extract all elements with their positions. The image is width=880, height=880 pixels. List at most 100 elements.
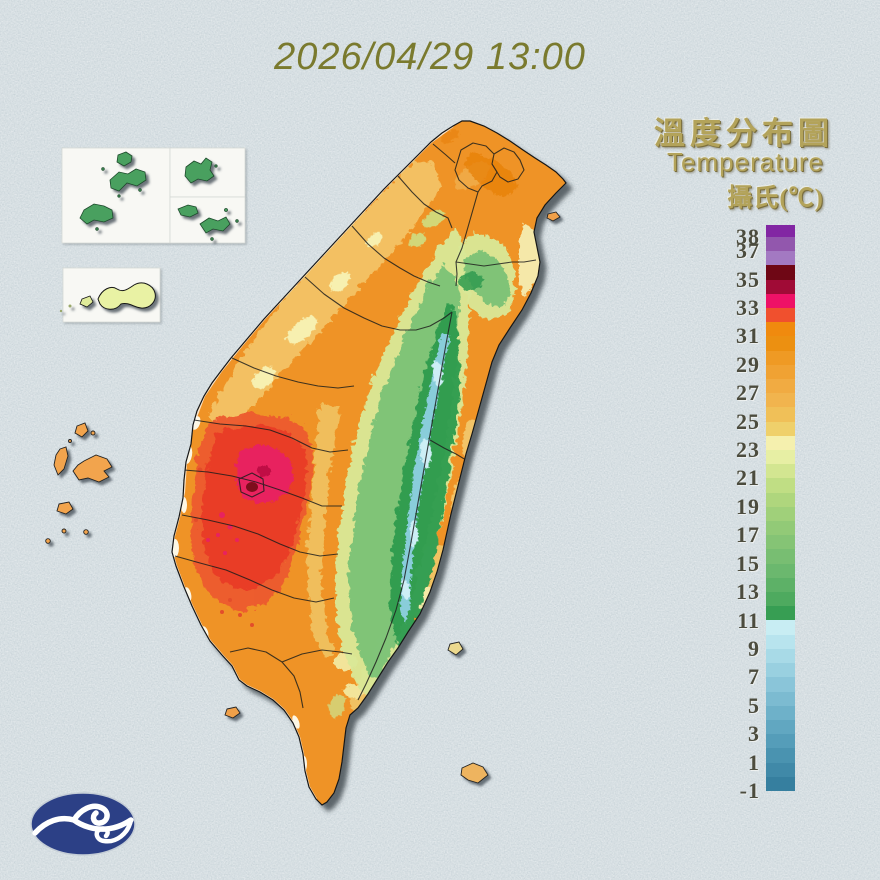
- scale-tick-label: 29: [736, 351, 760, 377]
- scale-color-band: [766, 762, 795, 777]
- penghu-islands: [45, 422, 113, 544]
- scale-color-band: [766, 592, 795, 607]
- taiwan-coastline: [171, 120, 567, 806]
- taiwan-island: [171, 120, 567, 806]
- inset-boxes: [59, 147, 246, 323]
- hot-zone-deep-crimson: [255, 464, 269, 476]
- orchid-island: [460, 762, 489, 784]
- scale-color-band: [766, 620, 795, 635]
- legend-unit-label: 攝氏(℃): [727, 185, 824, 212]
- north-green-patch: [421, 209, 443, 227]
- scale-tick-label: 35: [736, 266, 760, 292]
- scale-color-band: [766, 648, 795, 664]
- scale-tick-label: 37: [736, 238, 760, 264]
- northeast-dark-green-patch: [458, 271, 482, 289]
- scale-color-band: [766, 492, 795, 507]
- scale-color-band: [766, 464, 795, 479]
- scale-color-band: [766, 478, 795, 493]
- scale-color-band: [766, 535, 795, 550]
- scale-tick-label: 9: [748, 635, 760, 661]
- scale-color-band: [766, 237, 795, 252]
- scale-color-band: [766, 677, 795, 692]
- scale-color-band: [766, 577, 795, 593]
- scale-color-band: [766, 506, 795, 522]
- scale-tick-label: -1: [739, 778, 760, 803]
- scale-cap-band: [766, 225, 795, 237]
- south-pale-patch: [342, 683, 362, 697]
- scale-tick-label: 17: [736, 522, 760, 548]
- weather-bureau-logo: [30, 792, 136, 856]
- scale-color-band: [766, 435, 795, 451]
- scale-tick-label: 33: [736, 295, 760, 321]
- scale-color-band: [766, 322, 795, 337]
- peninsula-green-patch: [327, 692, 345, 716]
- scale-tick-label: 31: [736, 323, 760, 349]
- scale-color-band: [766, 293, 795, 309]
- scale-tick-label: 21: [736, 465, 760, 491]
- plain-cream-patch: [285, 316, 315, 344]
- scale-color-band: [766, 521, 795, 536]
- scale-color-band: [766, 748, 795, 763]
- legend-title-zh: 溫度分布圖: [654, 116, 834, 151]
- peak-lightcyan: [399, 578, 409, 598]
- peak-lightcyan: [430, 359, 442, 385]
- scale-tick-label: 1: [748, 749, 760, 775]
- plain-cream-patch: [327, 272, 349, 292]
- north-tip-patch: [438, 129, 458, 143]
- logo-cloud-swirl-icon: [32, 803, 134, 844]
- temperature-raster-layers: [172, 125, 541, 800]
- temperature-scale-tick-labels: 38 37 35 33 31 29 27 25 23 21 19 17 15 13 11 9 7 5 3 1 -1: [672, 224, 760, 803]
- hot-zone-maroon-spot: [246, 482, 258, 492]
- scale-color-band: [766, 734, 795, 749]
- peak-cyan-band: [399, 332, 449, 622]
- northeast-green-lobe-mid: [462, 248, 509, 306]
- green-island: [447, 641, 464, 656]
- scale-color-band: [766, 336, 795, 351]
- scale-color-band: [766, 265, 795, 280]
- scale-color-band: [766, 450, 795, 465]
- scale-color-band: [766, 421, 795, 436]
- scale-color-band: [766, 350, 795, 365]
- inset-box-matsu: [61, 147, 171, 244]
- scale-color-band: [766, 691, 795, 706]
- scale-color-band: [766, 279, 795, 294]
- map-datetime: 2026/04/29 13:00: [274, 36, 586, 78]
- county-boundaries: [174, 142, 537, 709]
- scale-tick-label: 15: [736, 550, 760, 576]
- northeast-warm-patch: [462, 150, 516, 196]
- scale-tick-label: 23: [736, 437, 760, 463]
- scale-tick-label: 25: [736, 408, 760, 434]
- matsu-islands: [79, 151, 239, 241]
- scale-color-band: [766, 549, 795, 564]
- scale-color-band: [766, 719, 795, 735]
- foothill-sand-strip: [305, 400, 338, 656]
- temperature-colorbar: [766, 225, 795, 791]
- scale-color-band: [766, 634, 795, 649]
- scale-color-band: [766, 705, 795, 720]
- scale-color-band: [766, 308, 795, 323]
- scale-color-band: [766, 393, 795, 408]
- scale-color-band: [766, 364, 795, 380]
- guishan-island: [546, 211, 561, 222]
- scale-tick-label: 27: [736, 380, 760, 406]
- scale-color-band: [766, 606, 795, 621]
- liuqiu-island: [224, 706, 241, 719]
- legend-title-en: Temperature: [667, 147, 824, 177]
- scale-color-band: [766, 379, 795, 394]
- peak-lightcyan: [418, 437, 430, 467]
- scale-color-band: [766, 663, 795, 678]
- north-green-patch: [405, 232, 425, 248]
- scale-color-band: [766, 251, 795, 266]
- minor-offshore-islands: [224, 211, 561, 784]
- scale-color-band: [766, 776, 795, 791]
- scale-color-band: [766, 407, 795, 422]
- scale-tick-label: 11: [737, 607, 760, 633]
- scale-tick-label: 5: [748, 692, 760, 718]
- scale-tick-label: 7: [748, 664, 760, 690]
- scale-tick-label: 38: [736, 224, 760, 249]
- kinmen-island: [59, 282, 156, 313]
- yilan-plain-patch: [517, 222, 541, 295]
- scale-tick-label: 13: [736, 579, 760, 605]
